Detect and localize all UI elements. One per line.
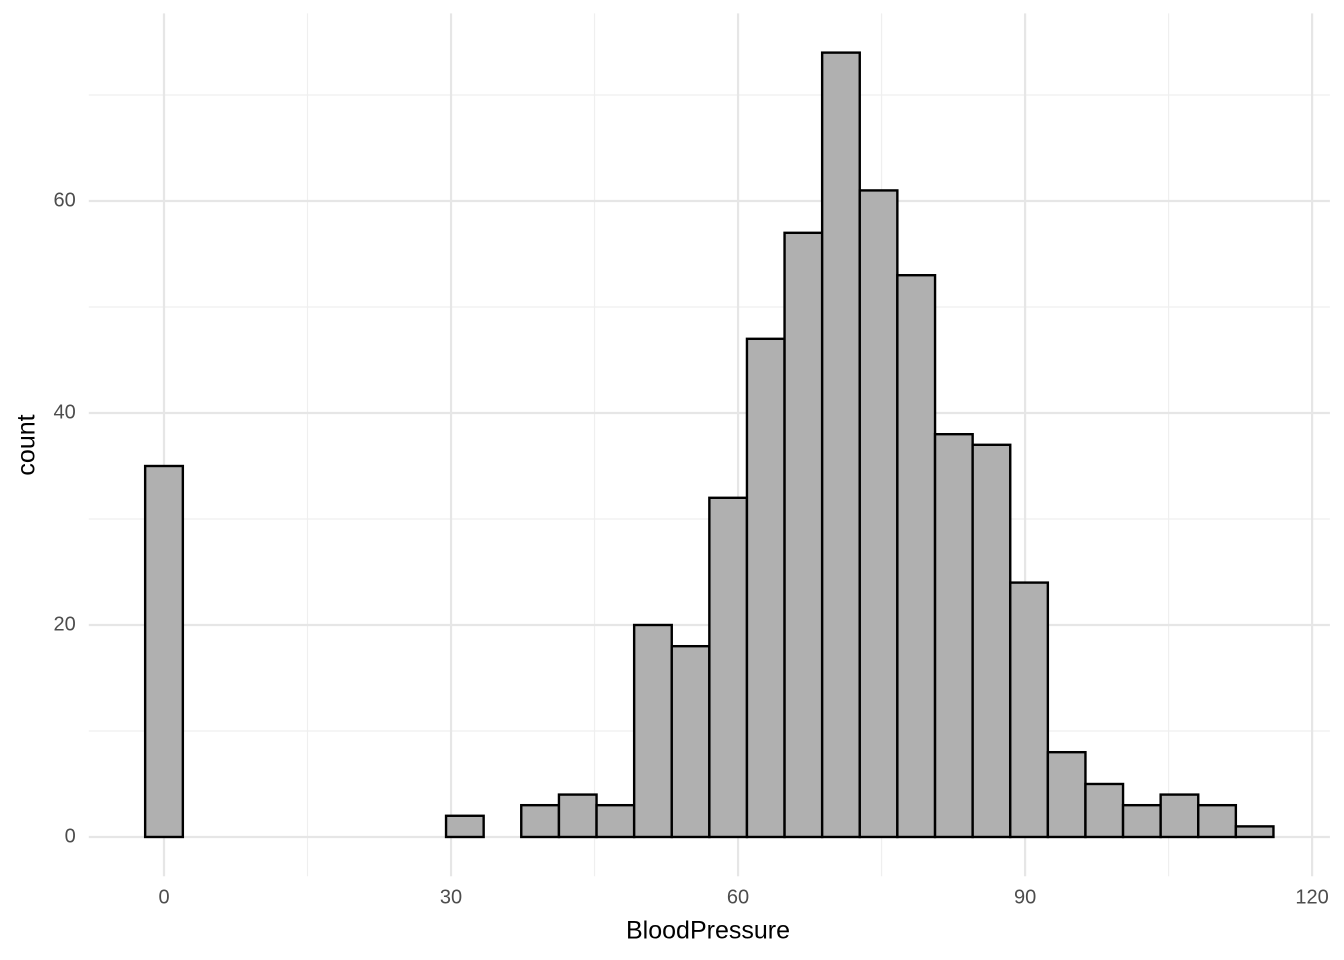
bar	[1159, 793, 1200, 839]
x-tick-label: 90	[1014, 886, 1036, 908]
bar	[595, 803, 636, 839]
x-tick-label: 30	[440, 886, 462, 908]
bar	[520, 803, 561, 839]
bar	[1046, 750, 1087, 839]
bar	[670, 644, 711, 839]
bar	[783, 231, 824, 839]
y-tick-label: 60	[54, 189, 76, 211]
bar	[820, 51, 861, 839]
bar	[971, 443, 1012, 839]
bar	[745, 337, 786, 839]
bar	[1009, 581, 1050, 839]
bar	[708, 496, 749, 839]
bar	[632, 623, 673, 839]
x-tick-label: 120	[1295, 886, 1328, 908]
bar	[896, 274, 937, 839]
x-tick-label: 0	[158, 886, 169, 908]
bar	[444, 814, 485, 839]
bar	[557, 793, 598, 839]
bar	[858, 189, 899, 839]
y-axis-title: count	[13, 414, 41, 475]
y-tick-label: 20	[54, 613, 76, 635]
bar	[933, 433, 974, 839]
x-axis-title: BloodPressure	[626, 917, 790, 945]
x-tick-label: 60	[727, 886, 749, 908]
y-tick-label: 0	[65, 825, 76, 847]
bar	[1234, 825, 1275, 839]
bar	[1197, 803, 1238, 839]
bar	[143, 464, 185, 839]
bar	[1121, 803, 1162, 839]
y-tick-label: 40	[54, 401, 76, 423]
bar	[1084, 782, 1125, 839]
